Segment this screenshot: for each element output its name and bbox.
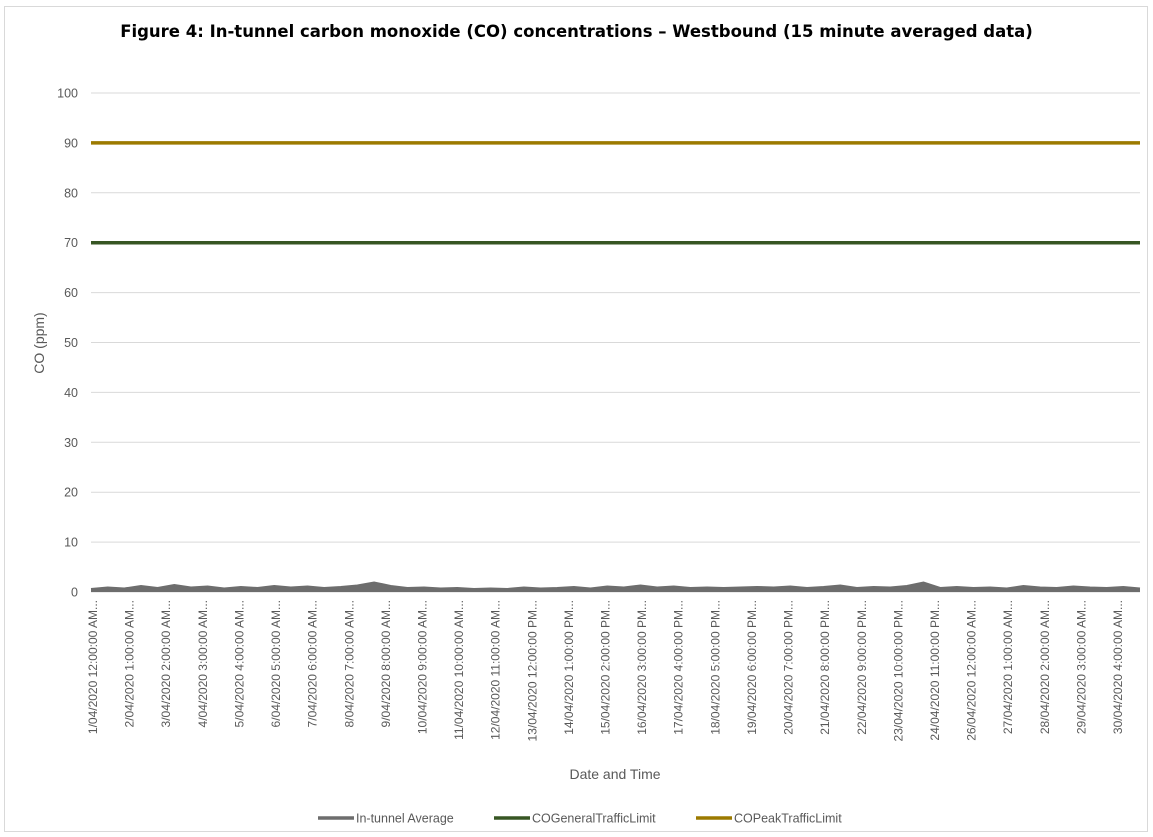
- x-tick-label: 26/04/2020 12:00:00 AM...: [965, 600, 979, 741]
- x-tick-label: 21/04/2020 8:00:00 PM...: [818, 600, 832, 735]
- x-tick-label: 2/04/2020 1:00:00 AM...: [123, 600, 137, 727]
- x-tick-label: 3/04/2020 2:00:00 AM...: [159, 600, 173, 727]
- series-line-in-tunnel-average: [90, 581, 1141, 591]
- x-tick-label: 14/04/2020 1:00:00 PM...: [562, 600, 576, 735]
- y-tick-label: 90: [64, 136, 78, 150]
- legend: In-tunnel Average COGeneralTrafficLimit CO…: [318, 812, 842, 826]
- x-tick-label: 4/04/2020 3:00:00 AM...: [196, 600, 210, 727]
- series-lines: [90, 141, 1141, 592]
- x-tick-label: 10/04/2020 9:00:00 AM...: [415, 600, 429, 734]
- y-tick-label: 70: [64, 236, 78, 250]
- x-tick-label: 17/04/2020 4:00:00 PM...: [672, 600, 686, 735]
- x-tick-label: 19/04/2020 6:00:00 PM...: [745, 600, 759, 735]
- x-tick-label: 9/04/2020 8:00:00 AM...: [379, 600, 393, 727]
- y-axis-title: CO (ppm): [31, 312, 47, 373]
- y-tick-label: 30: [64, 436, 78, 450]
- x-tick-label: 27/04/2020 1:00:00 AM...: [1001, 600, 1015, 734]
- x-tick-label: 13/04/2020 12:00:00 PM...: [525, 600, 539, 741]
- x-tick-label: 5/04/2020 4:00:00 AM...: [232, 600, 246, 727]
- x-axis-title: Date and Time: [569, 766, 660, 782]
- x-axis-ticks: 1/04/2020 12:00:00 AM... 2/04/2020 1:00:0…: [86, 600, 1125, 741]
- legend-label: COPeakTrafficLimit: [734, 812, 842, 826]
- x-tick-label: 8/04/2020 7:00:00 AM...: [342, 600, 356, 727]
- y-tick-label: 50: [64, 336, 78, 350]
- x-tick-label: 23/04/2020 10:00:00 PM...: [891, 600, 905, 741]
- x-tick-label: 12/04/2020 11:00:00 AM...: [489, 600, 503, 740]
- y-tick-label: 100: [57, 87, 78, 101]
- x-tick-label: 29/04/2020 3:00:00 AM...: [1074, 600, 1088, 734]
- x-tick-label: 15/04/2020 2:00:00 PM...: [599, 600, 613, 735]
- x-tick-label: 7/04/2020 6:00:00 AM...: [306, 600, 320, 727]
- legend-label: COGeneralTrafficLimit: [532, 812, 656, 826]
- x-tick-label: 1/04/2020 12:00:00 AM...: [86, 600, 100, 734]
- x-tick-label: 24/04/2020 11:00:00 PM...: [928, 600, 942, 741]
- x-tick-label: 16/04/2020 3:00:00 PM...: [635, 600, 649, 735]
- x-tick-label: 11/04/2020 10:00:00 AM...: [452, 600, 466, 740]
- y-tick-label: 40: [64, 386, 78, 400]
- y-tick-label: 0: [71, 586, 78, 600]
- x-tick-label: 20/04/2020 7:00:00 PM...: [782, 600, 796, 735]
- chart-title: Figure 4: In-tunnel carbon monoxide (CO)…: [120, 22, 1033, 41]
- x-tick-label: 6/04/2020 5:00:00 AM...: [269, 600, 283, 727]
- x-tick-label: 22/04/2020 9:00:00 PM...: [855, 600, 869, 735]
- y-tick-label: 10: [64, 536, 78, 550]
- x-tick-label: 28/04/2020 2:00:00 AM...: [1038, 600, 1052, 734]
- y-axis-ticks: 0 10 20 30 40 50 60 70 80 90 100: [57, 87, 78, 600]
- gridlines: [91, 92, 1140, 593]
- y-tick-label: 80: [64, 186, 78, 200]
- y-tick-label: 60: [64, 286, 78, 300]
- x-tick-label: 30/04/2020 4:00:00 AM...: [1111, 600, 1125, 734]
- y-tick-label: 20: [64, 486, 78, 500]
- x-tick-label: 18/04/2020 5:00:00 PM...: [708, 600, 722, 735]
- legend-label: In-tunnel Average: [356, 812, 454, 826]
